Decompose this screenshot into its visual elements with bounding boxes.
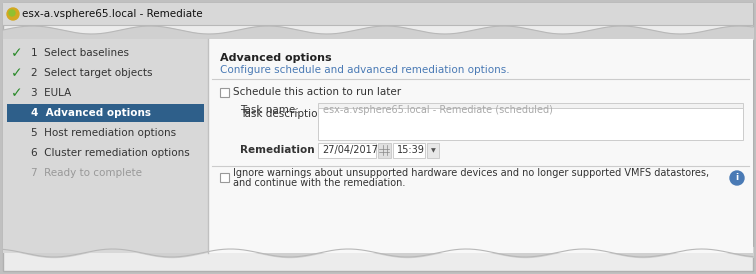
Bar — [318, 142, 376, 158]
Bar — [318, 102, 743, 118]
Text: Ignore warnings about unsupported hardware devices and no longer supported VMFS : Ignore warnings about unsupported hardwa… — [233, 168, 709, 178]
Text: 4  Advanced options: 4 Advanced options — [31, 108, 151, 118]
Text: ✓: ✓ — [11, 86, 23, 100]
Text: esx-a.vsphere65.local - Remediate: esx-a.vsphere65.local - Remediate — [22, 9, 203, 19]
Text: and continue with the remediation.: and continue with the remediation. — [233, 178, 405, 188]
Circle shape — [9, 10, 15, 16]
Bar — [3, 3, 753, 25]
Circle shape — [730, 171, 744, 185]
Bar — [208, 39, 753, 253]
Text: Schedule this action to run later: Schedule this action to run later — [233, 87, 401, 97]
Text: 1  Select baselines: 1 Select baselines — [31, 48, 129, 58]
Text: 7  Ready to complete: 7 Ready to complete — [31, 168, 142, 178]
Bar — [427, 142, 439, 158]
Bar — [378, 142, 391, 158]
Text: Configure schedule and advanced remediation options.: Configure schedule and advanced remediat… — [220, 65, 510, 75]
Bar — [7, 104, 204, 122]
Text: esx-a.vsphere65.local - Remediate (scheduled): esx-a.vsphere65.local - Remediate (sched… — [323, 105, 553, 115]
Text: Task description:: Task description: — [240, 109, 328, 119]
Bar — [318, 108, 743, 140]
Text: 15:39: 15:39 — [397, 145, 425, 155]
Text: ✓: ✓ — [11, 66, 23, 80]
Text: 6  Cluster remediation options: 6 Cluster remediation options — [31, 148, 190, 158]
Text: Remediation time:: Remediation time: — [240, 145, 349, 155]
Bar — [220, 173, 229, 181]
Text: 3  EULA: 3 EULA — [31, 88, 71, 98]
Bar — [393, 142, 425, 158]
Text: i: i — [736, 173, 739, 182]
Circle shape — [7, 8, 19, 20]
Text: 27/04/2017: 27/04/2017 — [322, 145, 378, 155]
Text: ▼: ▼ — [431, 149, 435, 153]
Text: Advanced options: Advanced options — [220, 53, 332, 63]
Text: Task name:: Task name: — [240, 105, 299, 115]
Bar — [3, 39, 208, 253]
Text: 5  Host remediation options: 5 Host remediation options — [31, 128, 176, 138]
Text: ✓: ✓ — [11, 46, 23, 60]
Text: 2  Select target objects: 2 Select target objects — [31, 68, 153, 78]
Bar — [220, 87, 229, 96]
